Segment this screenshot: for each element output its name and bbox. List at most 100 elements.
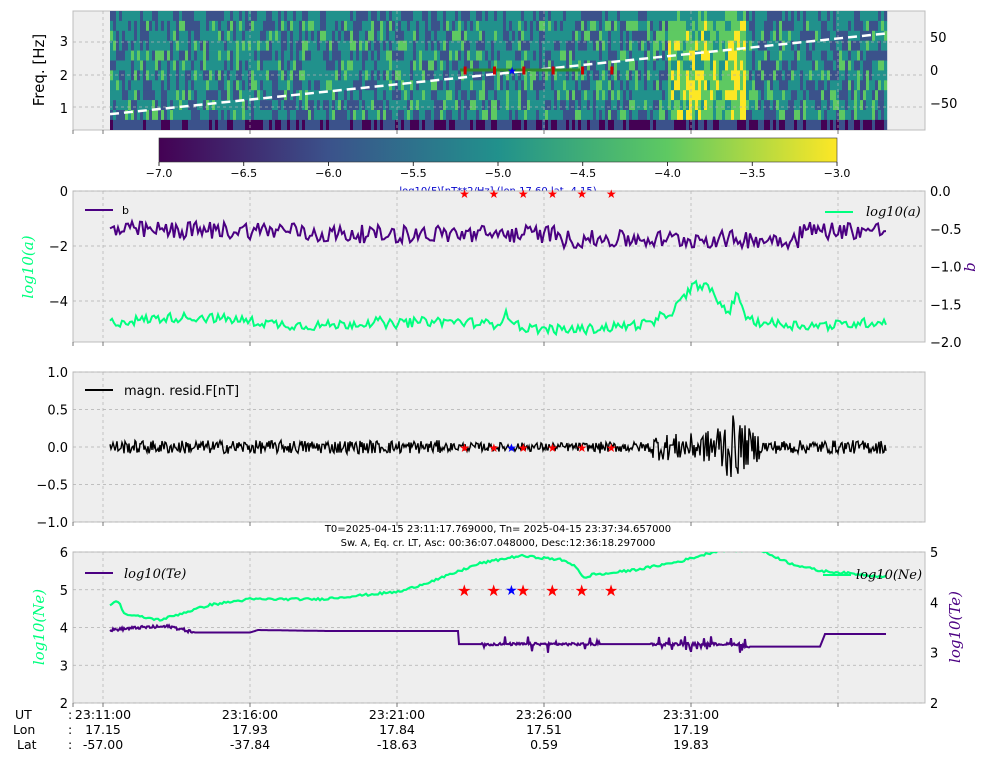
spectrogram-cell <box>725 80 729 91</box>
spectrogram-cell <box>479 40 483 51</box>
spectrogram-cell <box>434 100 438 111</box>
spectrogram-cell <box>542 70 546 81</box>
spectrogram-cell <box>332 119 336 130</box>
spectrogram-cell <box>116 60 120 71</box>
spectrogram-cell <box>884 30 888 41</box>
spectrogram-cell <box>587 20 591 32</box>
spectrogram-cell <box>542 60 546 71</box>
spectrogram-cell <box>143 40 147 51</box>
spectrogram-cell <box>413 119 417 130</box>
spectrogram-cell <box>332 110 336 121</box>
spectrogram-cell <box>275 11 279 22</box>
spectrogram-cell <box>884 110 888 121</box>
spectrogram-cell <box>212 30 216 41</box>
y2-tick: −1.5 <box>930 298 962 313</box>
spectrogram-cell <box>278 11 282 22</box>
spectrogram-cell <box>227 70 231 81</box>
spectrogram-cell <box>827 50 831 61</box>
spectrogram-cell <box>230 11 234 22</box>
spectrogram-cell <box>542 11 546 22</box>
spectrogram-cell <box>683 11 687 22</box>
spectrogram-cell <box>668 80 672 91</box>
spectrogram-cell <box>179 80 183 91</box>
spectrogram-cell <box>335 50 339 61</box>
spectrogram-cell <box>629 80 633 91</box>
spectrogram-cell <box>350 60 354 71</box>
spectrogram-cell <box>851 11 855 22</box>
spectrogram-cell <box>620 90 624 101</box>
spectrogram-cell <box>215 90 219 101</box>
spectrogram-cell <box>488 20 492 32</box>
spectrogram-cell <box>113 50 117 61</box>
spectrogram-cell <box>668 70 672 81</box>
spectrogram-cell <box>488 30 492 41</box>
spectrogram-cell <box>434 119 438 130</box>
spectrogram-cell <box>809 60 813 71</box>
spectrogram-cell <box>575 50 579 61</box>
spectrogram-cell <box>329 11 333 22</box>
spectrogram-cell <box>590 20 594 32</box>
spectrogram-cell <box>737 20 741 32</box>
spectrogram-cell <box>794 119 798 130</box>
spectrogram-cell <box>740 119 744 130</box>
spectrogram-cell <box>779 50 783 61</box>
spectrogram-cell <box>350 119 354 130</box>
spectrogram-cell <box>539 80 543 91</box>
spectrogram-cell <box>668 60 672 71</box>
spectrogram-cell <box>293 70 297 81</box>
spectrogram-cell <box>536 60 540 71</box>
spectrogram-cell <box>872 30 876 41</box>
spectrogram-cell <box>872 50 876 61</box>
spectrogram-cell <box>428 11 432 22</box>
spectrogram-cell <box>584 70 588 81</box>
spectrogram-cell <box>374 11 378 22</box>
spectrogram-cell <box>476 50 480 61</box>
spectrogram-cell <box>302 50 306 61</box>
spectrogram-cell <box>425 110 429 121</box>
spectrogram-cell <box>206 119 210 130</box>
spectrogram-cell <box>419 70 423 81</box>
spectrogram-cell <box>680 80 684 91</box>
spectrogram-cell <box>554 100 558 111</box>
spectrogram-cell <box>269 119 273 130</box>
spectrogram-cell <box>365 50 369 61</box>
spectrogram-cell <box>206 80 210 91</box>
spectrogram-cell <box>173 11 177 22</box>
spectrogram-cell <box>566 100 570 111</box>
spectrogram-cell <box>290 110 294 121</box>
spectrogram-cell <box>758 20 762 32</box>
spectrogram-cell <box>746 11 750 22</box>
spectrogram-cell <box>218 11 222 22</box>
spectrogram-cell <box>782 119 786 130</box>
spectrogram-cell <box>749 50 753 61</box>
spectrogram-cell <box>254 20 258 32</box>
spectrogram-cell <box>494 70 498 81</box>
spectrogram-cell <box>788 20 792 32</box>
spectrogram-cell <box>383 110 387 121</box>
spectrogram-cell <box>605 40 609 51</box>
spectrogram-cell <box>344 110 348 121</box>
spectrogram-cell <box>776 20 780 32</box>
spectrogram-cell <box>698 40 702 51</box>
spectrogram-cell <box>185 80 189 91</box>
spectrogram-cell <box>473 60 477 71</box>
spectrogram-cell <box>389 50 393 61</box>
spectrogram-cell <box>761 90 765 101</box>
spectrogram-cell <box>545 50 549 61</box>
spectrogram-cell <box>362 40 366 51</box>
spectrogram-cell <box>140 40 144 51</box>
spectrogram-cell <box>182 60 186 71</box>
spectrogram-cell <box>608 30 612 41</box>
spectrogram-cell <box>488 50 492 61</box>
spectrogram-cell <box>737 70 741 81</box>
spectrogram-cell <box>671 40 675 51</box>
spectrogram-cell <box>419 20 423 32</box>
spectrogram-cell <box>515 11 519 22</box>
spectrogram-cell <box>806 110 810 121</box>
spectrogram-cell <box>428 40 432 51</box>
spectrogram-cell <box>566 119 570 130</box>
spectrogram-cell <box>617 60 621 71</box>
spectrogram-cell <box>167 20 171 32</box>
spectrogram-cell <box>584 90 588 101</box>
spectrogram-cell <box>344 30 348 41</box>
